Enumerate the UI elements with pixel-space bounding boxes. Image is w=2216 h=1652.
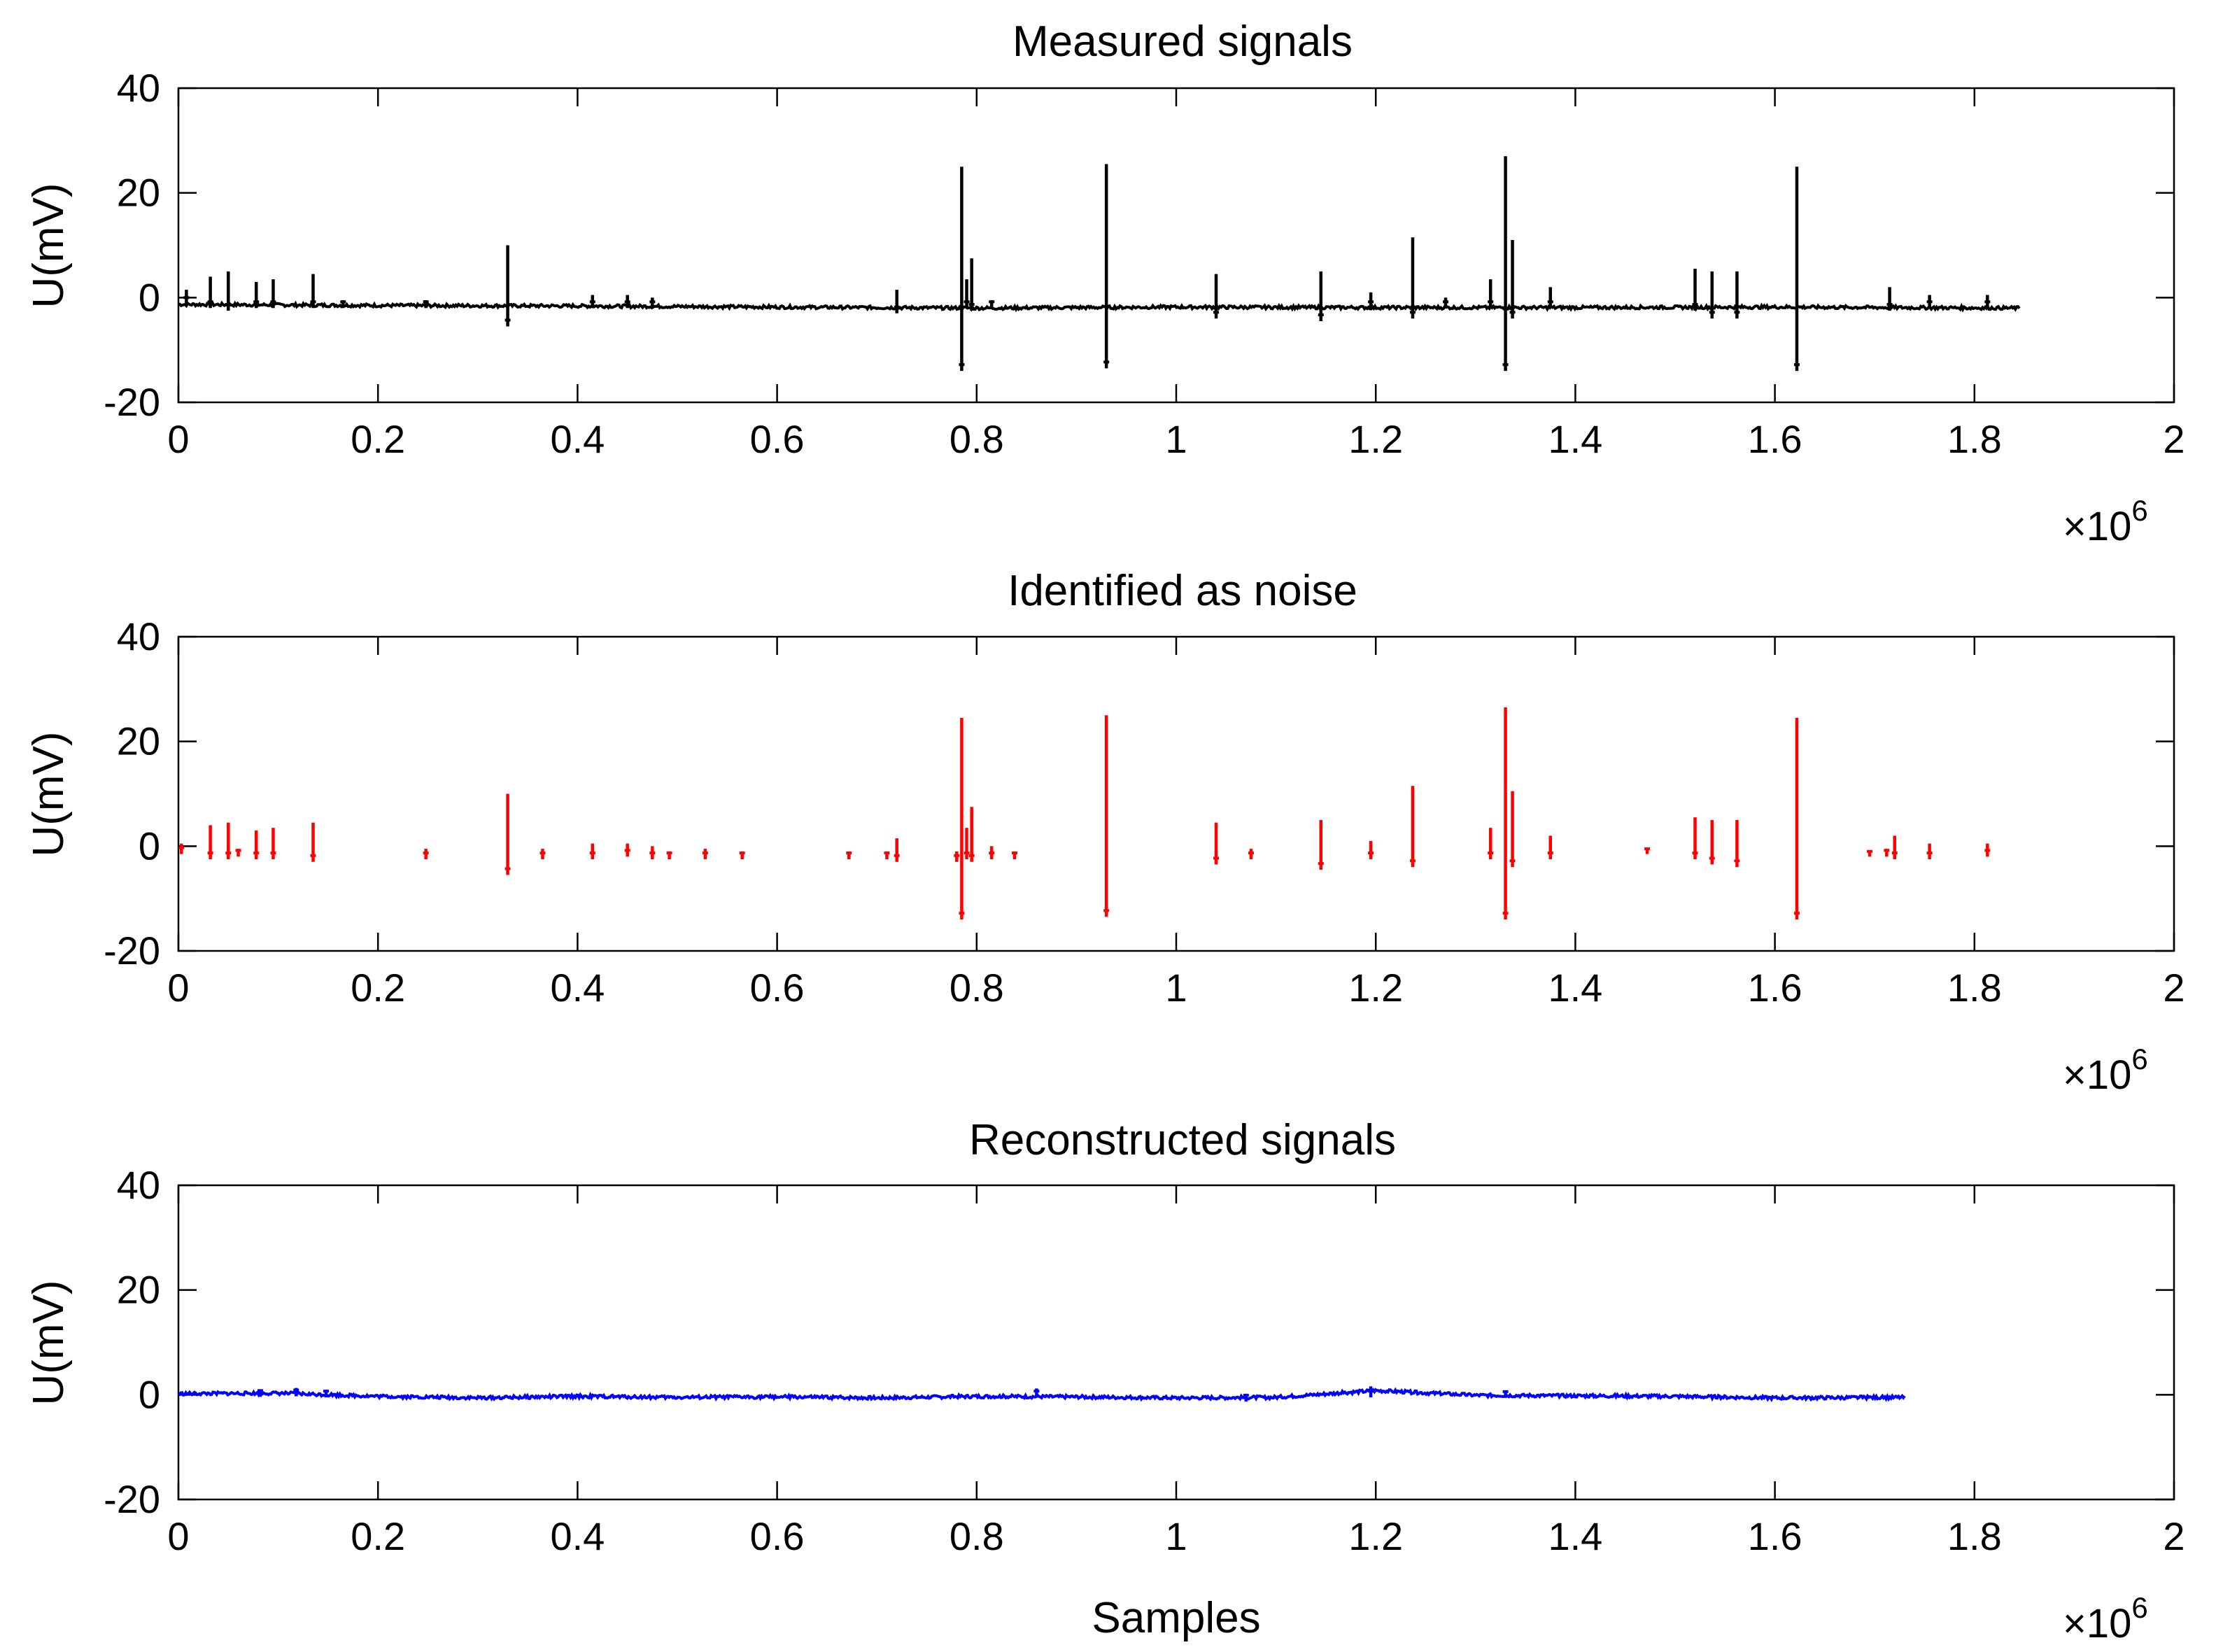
x-tick-label: 1 [1165, 966, 1187, 1010]
panel-reconstructed-signals: Reconstructed signals 0 0.2 0.4 0.6 0.8 1 1.2 1… [24, 1116, 2185, 1646]
x-tick-label: 0 [167, 966, 189, 1010]
x-tick-label: 0.6 [750, 966, 805, 1010]
panel-measured-signals: Measured signals 0 0.2 0.4 0.6 0.8 1 1.2 1.4 1.6… [24, 17, 2185, 549]
panel-title: Identified as noise [1008, 567, 1357, 615]
x-scale-factor-base: ×10 [2063, 504, 2131, 549]
y-tick-label: 40 [117, 66, 160, 110]
x-tick-label: 0 [167, 417, 189, 461]
x-tick-label: 0.8 [950, 1514, 1004, 1558]
y-tick-label: 20 [117, 719, 160, 763]
x-tick-label: 1.6 [1748, 1514, 1802, 1558]
signal-trace [178, 156, 2021, 372]
panel-identified-as-noise: Identified as noise 0 0.2 0.4 0.6 0.8 1 1.2 1.4… [24, 567, 2185, 1098]
x-scale-factor-exponent: 6 [2131, 1043, 2147, 1075]
x-tick-label: 0.4 [550, 417, 605, 461]
y-axis-label: U(mV) [24, 731, 73, 856]
y-axis-label: U(mV) [24, 183, 73, 308]
x-tick-label: 0.2 [351, 417, 405, 461]
x-tick-label: 1.4 [1548, 417, 1602, 461]
x-tick-label: 1.6 [1748, 417, 1802, 461]
reconstructed-trace [177, 1386, 1906, 1402]
x-scale-factor-base: ×10 [2063, 1601, 2131, 1646]
y-tick-label: 40 [117, 1163, 160, 1207]
x-tick-label: 0 [167, 1514, 189, 1558]
x-scale-factor-base: ×10 [2063, 1052, 2131, 1098]
x-tick-label: 1.8 [1947, 966, 2002, 1010]
y-tick-label: -20 [104, 1477, 160, 1521]
plot-area [177, 1184, 2175, 1501]
x-tick-label: 0.8 [950, 417, 1004, 461]
x-tick-label: 1.2 [1348, 966, 1403, 1010]
y-tick-label: 20 [117, 171, 160, 215]
x-tick-label: 2 [2163, 417, 2185, 461]
x-tick-label: 1 [1165, 1514, 1187, 1558]
plot-area [177, 87, 2175, 404]
x-tick-label: 0.6 [750, 417, 805, 461]
x-tick-label: 1 [1165, 417, 1187, 461]
y-tick-label: 0 [139, 824, 160, 868]
x-tick-label: 0.6 [750, 1514, 805, 1558]
y-tick-label: 0 [139, 1372, 160, 1416]
panel-title: Measured signals [1012, 17, 1353, 66]
y-tick-label: 20 [117, 1268, 160, 1312]
x-tick-label: 1.8 [1947, 417, 2002, 461]
x-scale-factor: ×106 [2063, 1591, 2148, 1646]
x-tick-label: 1.4 [1548, 1514, 1602, 1558]
x-scale-factor: ×106 [2063, 1043, 2148, 1098]
x-tick-label: 0.8 [950, 966, 1004, 1010]
x-tick-label: 1.8 [1947, 1514, 2002, 1558]
x-tick-label: 1.2 [1348, 417, 1403, 461]
x-axis-label: Samples [1092, 1594, 1260, 1642]
baseline-line [177, 1387, 1906, 1402]
y-tick-label: 40 [117, 614, 160, 658]
y-axis-label: U(mV) [24, 1280, 73, 1405]
x-scale-factor-exponent: 6 [2131, 494, 2147, 527]
y-tick-label: 0 [139, 275, 160, 319]
x-tick-label: 0.2 [351, 966, 405, 1010]
x-scale-factor-exponent: 6 [2131, 1591, 2147, 1624]
x-tick-label: 1.6 [1748, 966, 1802, 1010]
x-tick-label: 2 [2163, 966, 2185, 1010]
y-tick-label: -20 [104, 929, 160, 973]
x-tick-label: 1.4 [1548, 966, 1602, 1010]
x-tick-label: 0.4 [550, 1514, 605, 1558]
panel-title: Reconstructed signals [969, 1116, 1396, 1164]
x-scale-factor: ×106 [2063, 494, 2148, 549]
noise-trace [178, 707, 1991, 920]
x-tick-label: 1.2 [1348, 1514, 1403, 1558]
x-tick-label: 0.2 [351, 1514, 405, 1558]
y-tick-label: -20 [104, 380, 160, 424]
plot-area [177, 635, 2175, 952]
x-tick-label: 2 [2163, 1514, 2185, 1558]
x-tick-label: 0.4 [550, 966, 605, 1010]
